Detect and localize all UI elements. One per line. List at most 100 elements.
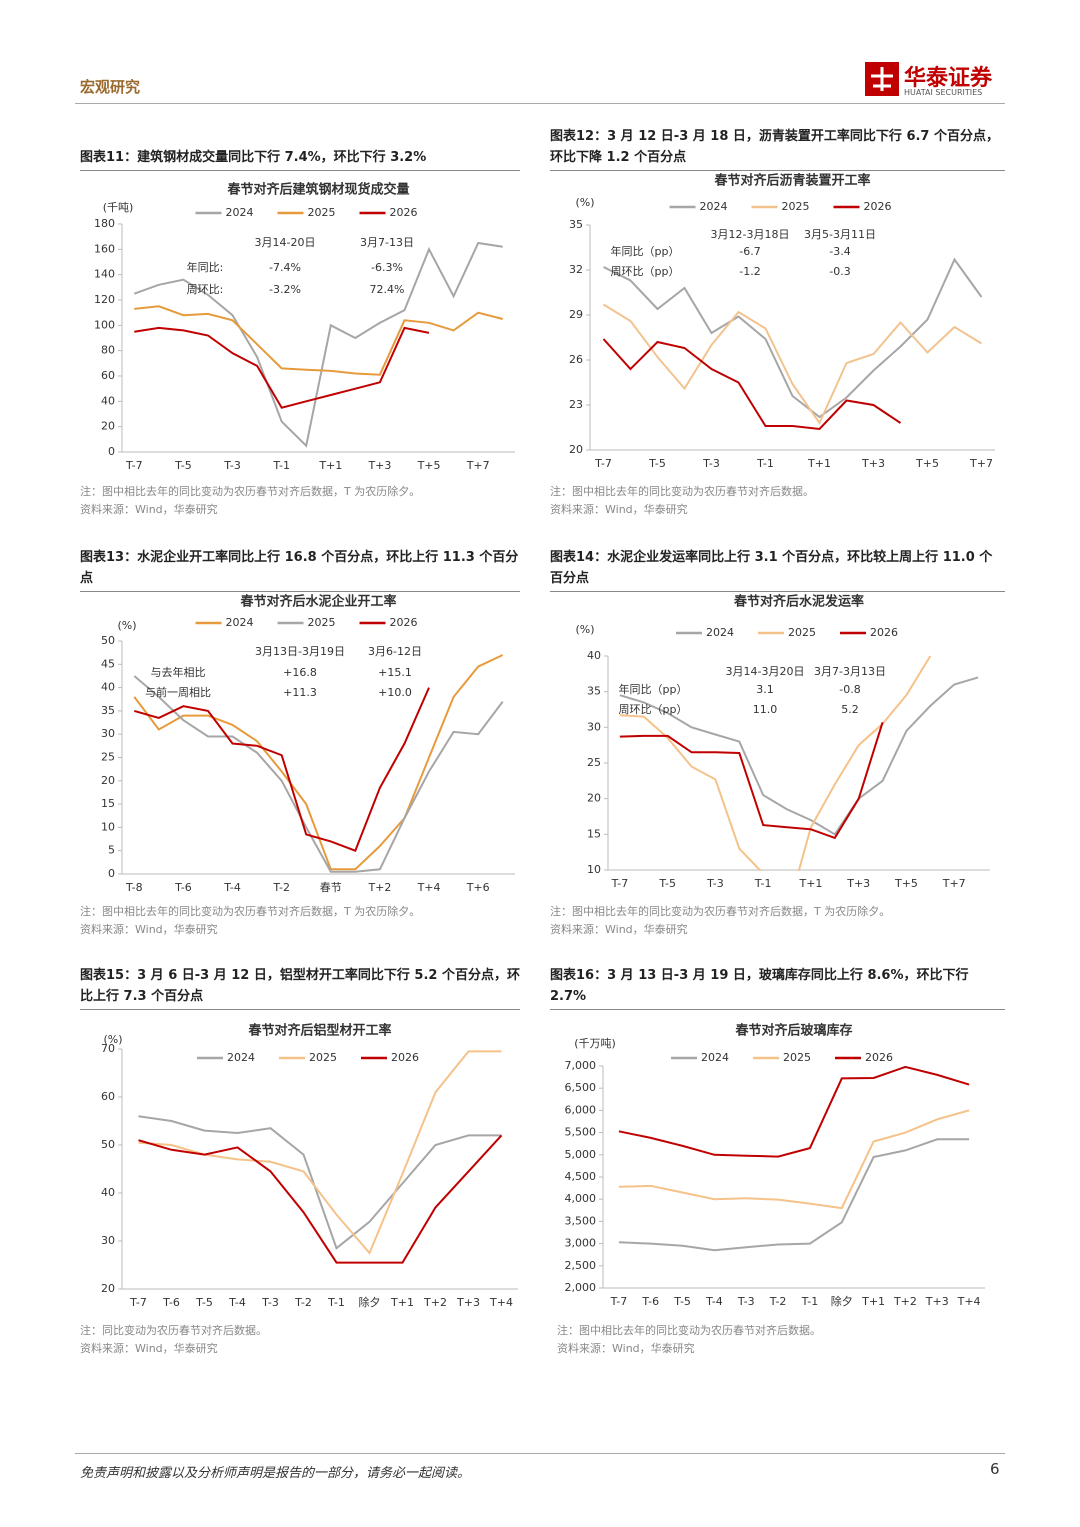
figure-note: 注：图中相比去年的同比变动为农历春节对齐后数据，T 为农历除夕。: [550, 905, 891, 918]
annotation-value: +11.3: [283, 686, 317, 699]
y-tick-label: 60: [101, 369, 115, 382]
y-tick-label: 5,000: [565, 1148, 597, 1161]
series-line: [134, 305, 503, 376]
legend-label: 2025: [783, 1051, 811, 1064]
y-tick-label: 3,000: [565, 1237, 597, 1250]
annotation-header: 3月7-3月13日: [814, 665, 886, 678]
y-tick-label: 23: [569, 398, 583, 411]
y-tick-label: 0: [108, 867, 115, 880]
x-tick-label: T-2: [272, 881, 290, 894]
x-tick-label: T+1: [318, 459, 342, 472]
legend-label: 2025: [308, 616, 336, 629]
y-tick-label: 5: [108, 844, 115, 857]
annotation-value: -0.3: [829, 265, 850, 278]
x-tick-label: T-3: [737, 1295, 755, 1308]
series-line: [603, 257, 983, 419]
x-tick-label: 除夕: [359, 1295, 381, 1309]
series-line: [619, 655, 932, 871]
chart-title: 春节对齐后水泥企业开工率: [239, 594, 396, 610]
annotation-header: 3月13日-3月19日: [255, 645, 345, 658]
y-tick-label: 5,500: [565, 1126, 597, 1139]
annotation-header: 3月12-3月18日: [711, 228, 790, 241]
x-tick-label: T-1: [801, 1295, 819, 1308]
x-tick-label: T-5: [174, 459, 192, 472]
figure-note: 注：同比变动为农历春节对齐后数据。: [80, 1324, 267, 1337]
y-tick-label: 10: [101, 820, 115, 833]
x-tick-label: T-4: [228, 1296, 246, 1309]
y-tick-label: 3,500: [565, 1214, 597, 1227]
x-tick-label: T-8: [125, 881, 143, 894]
y-tick-label: 2,500: [565, 1259, 597, 1272]
legend-label: 2026: [390, 616, 418, 629]
figure-source: 资料来源：Wind，华泰研究: [80, 1342, 218, 1355]
x-tick-label: T+3: [367, 459, 391, 472]
x-tick-label: T+3: [846, 877, 870, 890]
annotation-value: -6.7: [739, 245, 760, 258]
annotation-value: -3.2%: [269, 283, 301, 296]
annotation-row-label: 周环比:: [187, 283, 224, 296]
y-tick-label: 80: [101, 344, 115, 357]
legend-label: 2025: [308, 206, 336, 219]
x-tick-label: T-1: [756, 457, 774, 470]
x-tick-label: T-1: [272, 459, 290, 472]
x-tick-label: T+4: [417, 881, 441, 894]
chart-title: 春节对齐后水泥发运率: [733, 594, 864, 610]
figure-source: 资料来源：Wind，华泰研究: [550, 503, 688, 516]
legend-label: 2025: [788, 626, 816, 639]
x-tick-label: T-6: [174, 881, 192, 894]
legend-label: 2026: [870, 626, 898, 639]
brand-en: HUATAI SECURITIES: [904, 88, 983, 97]
y-tick-label: 2,000: [565, 1281, 597, 1294]
x-tick-label: T-3: [706, 877, 724, 890]
figure-source: 资料来源：Wind，华泰研究: [557, 1342, 695, 1355]
y-tick-label: 7,000: [565, 1059, 597, 1072]
series-line: [602, 303, 983, 426]
x-tick-label: T-7: [611, 877, 629, 890]
series-line: [133, 654, 504, 871]
figure-caption: 图表14：水泥企业发运率同比上行 3.1 个百分点，环比较上周上行 11.0 个…: [550, 547, 1005, 592]
chart-title: 春节对齐后沥青装置开工率: [713, 173, 870, 189]
annotation-value: -7.4%: [269, 261, 301, 274]
x-tick-label: T+1: [807, 457, 831, 470]
x-tick-label: T-3: [261, 1296, 279, 1309]
y-tick-label: 160: [94, 242, 115, 255]
y-tick-label: 4,000: [565, 1192, 597, 1205]
annotation-row-label: 与前一周相比: [145, 685, 211, 699]
page-number: 6: [990, 1460, 1000, 1478]
x-tick-label: T-7: [594, 457, 612, 470]
chart: 春节对齐后建筑钢材现货成交量 (千吨) 0 20 40 60 80 100 120 140 160 1…: [94, 182, 515, 472]
chart-title: 春节对齐后建筑钢材现货成交量: [226, 182, 409, 198]
x-tick-label: 春节: [320, 881, 342, 894]
y-tick-label: 6,500: [565, 1081, 597, 1094]
x-tick-label: T-4: [705, 1295, 723, 1308]
legend-label: 2026: [390, 206, 418, 219]
y-tick-label: 10: [587, 863, 601, 876]
section-title: 宏观研究: [80, 78, 141, 96]
chart-title: 春节对齐后铝型材开工率: [247, 1023, 391, 1039]
legend-label: 2026: [865, 1051, 893, 1064]
x-tick-label: T+5: [915, 457, 939, 470]
annotation-row-label: 周环比（pp）: [611, 265, 680, 278]
x-tick-label: T-3: [223, 459, 241, 472]
y-tick-label: 26: [569, 353, 583, 366]
x-tick-label: T-7: [129, 1296, 147, 1309]
series-line: [618, 1138, 970, 1252]
annotation-value: 5.2: [841, 703, 859, 716]
figure-note: 注：图中相比去年的同比变动为农历春节对齐后数据，T 为农历除夕。: [80, 905, 421, 918]
figure-source: 资料来源：Wind，华泰研究: [80, 503, 218, 516]
x-tick-label: T+7: [969, 457, 993, 470]
y-tick-label: 40: [101, 394, 115, 407]
y-tick-label: 25: [587, 756, 601, 769]
brand: 华泰证券: [904, 66, 993, 91]
annotation-header: 3月6-12日: [368, 645, 422, 658]
annotation-value: 72.4%: [370, 283, 405, 296]
y-axis-label: (%): [103, 1033, 122, 1046]
x-tick-label: T+5: [417, 459, 441, 472]
y-tick-label: 70: [101, 1042, 115, 1055]
y-tick-label: 20: [101, 774, 115, 787]
y-tick-label: 140: [94, 268, 115, 281]
annotation-value: +10.0: [378, 686, 412, 699]
